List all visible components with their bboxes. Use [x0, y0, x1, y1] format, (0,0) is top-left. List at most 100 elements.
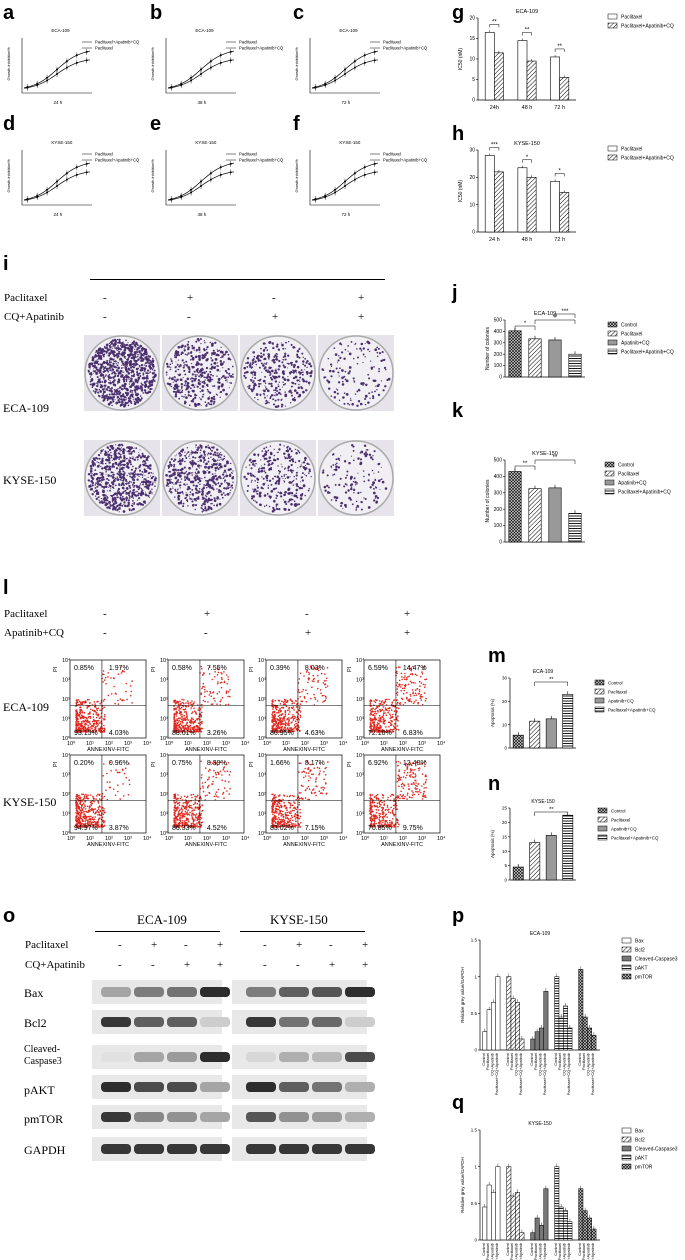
colony-dot — [123, 355, 126, 359]
colony-dot — [121, 388, 124, 391]
y-tick-label: 20 — [502, 699, 508, 704]
colony-dot — [125, 397, 127, 399]
colony-dot — [105, 396, 108, 399]
legend-entry: pmTOR — [635, 1165, 653, 1171]
colony-dot — [125, 380, 128, 382]
colony-dot — [92, 383, 95, 386]
growth-legend-1: Paclitaxel+Apatinib+CQ — [95, 40, 140, 45]
bar — [543, 991, 549, 1051]
colony-dot — [142, 373, 145, 376]
colony-dot — [129, 350, 131, 352]
colony-dot — [129, 352, 133, 356]
x-tick-label: 48 h — [522, 105, 533, 111]
colony-dot — [120, 342, 124, 345]
sig-bracket — [489, 24, 500, 28]
colony-dot — [112, 364, 115, 366]
colony-dot — [114, 399, 116, 401]
colony-dot — [146, 374, 149, 378]
colony-dot — [140, 351, 142, 353]
x-tick-label: Paclitaxel+CQ+Apatinib — [542, 1052, 547, 1095]
colony-dot — [147, 377, 149, 380]
legend-entry: Control — [621, 323, 637, 329]
colony-dot — [143, 369, 146, 372]
y-tick-label: 500 — [494, 458, 503, 464]
growth-legend-2: Paclitaxel+Apatinib+CQ — [239, 158, 284, 163]
bar — [554, 1166, 560, 1241]
x-tick-label: Control — [577, 1053, 582, 1066]
colony-dot — [127, 372, 130, 375]
colony-dot — [116, 396, 120, 399]
y-axis-label: Number of colonies — [485, 479, 491, 523]
legend-entry: Apatinib+CQ — [611, 827, 637, 832]
growth-title: ECA-109 — [195, 28, 214, 33]
colony-dot — [134, 401, 137, 404]
colony-dot — [144, 356, 147, 359]
sig-label: * — [558, 168, 561, 174]
bar — [526, 60, 537, 101]
colony-dot — [117, 361, 120, 364]
bar — [482, 1031, 488, 1051]
colony-dot — [100, 349, 103, 352]
colony-dot — [109, 401, 113, 404]
colony-dot — [130, 374, 134, 377]
colony-dot — [142, 372, 145, 375]
bar — [528, 488, 542, 543]
y-tick-label: 500 — [494, 318, 503, 324]
colony-dot — [99, 384, 102, 386]
y-tick-label: 10 — [469, 57, 475, 63]
colony-dot — [122, 376, 124, 378]
colony-dot — [151, 381, 154, 384]
colony-dot — [113, 373, 116, 375]
colony-dot — [94, 390, 97, 393]
colony-dot — [149, 371, 152, 374]
bar — [495, 976, 501, 1051]
colony-dot — [119, 344, 122, 347]
colony-dot — [135, 362, 138, 366]
growth-ylabel: Growth inhibition% — [150, 47, 155, 81]
colony-dot — [98, 388, 101, 391]
x-tick-label: Control — [481, 1053, 486, 1066]
bar — [548, 339, 562, 378]
colony-dot — [136, 351, 139, 354]
colony-dot — [148, 382, 150, 384]
colony-dot — [112, 359, 114, 361]
bar — [510, 1195, 516, 1241]
colony-dot — [147, 352, 149, 354]
colony-dot — [116, 342, 119, 344]
sig-bracket — [522, 159, 532, 163]
colony-dot — [136, 355, 139, 358]
colony-dot — [93, 368, 95, 370]
colony-dot — [113, 363, 115, 365]
colony-dot — [105, 350, 108, 353]
y-tick-label: 0 — [499, 375, 502, 381]
x-tick-label: Paclitaxel+CQ+Apatinib — [494, 1242, 499, 1260]
colony-dot — [142, 376, 146, 380]
colony-dot — [108, 342, 111, 345]
colony-dot — [130, 349, 134, 353]
colony-dot — [144, 391, 147, 394]
colony-dot — [95, 352, 97, 354]
colony-dot — [97, 394, 100, 397]
x-tick-label: Paclitaxel — [485, 1053, 490, 1070]
colony-dot — [131, 390, 134, 392]
colony-dot — [113, 347, 115, 349]
sig-label: ** — [557, 44, 562, 50]
colony-dot — [88, 363, 91, 366]
colony-dot — [143, 352, 147, 356]
x-tick-label: Paclitaxel — [509, 1243, 514, 1260]
colony-dot — [95, 360, 99, 364]
colony-dot — [96, 380, 99, 384]
growth-xlabel: 48 h — [198, 212, 207, 217]
colony-dot — [139, 344, 143, 348]
colony-dot — [119, 386, 122, 389]
colony-dot — [108, 352, 112, 355]
colony-dot — [101, 396, 103, 399]
colony-dot — [97, 351, 101, 355]
colony-dot — [89, 376, 92, 378]
bar — [539, 1225, 544, 1241]
legend-swatch — [621, 1127, 632, 1134]
colony-dot — [130, 402, 133, 405]
colony-dot — [115, 393, 118, 396]
colony-dot — [115, 389, 119, 392]
colony-dot — [134, 378, 138, 382]
